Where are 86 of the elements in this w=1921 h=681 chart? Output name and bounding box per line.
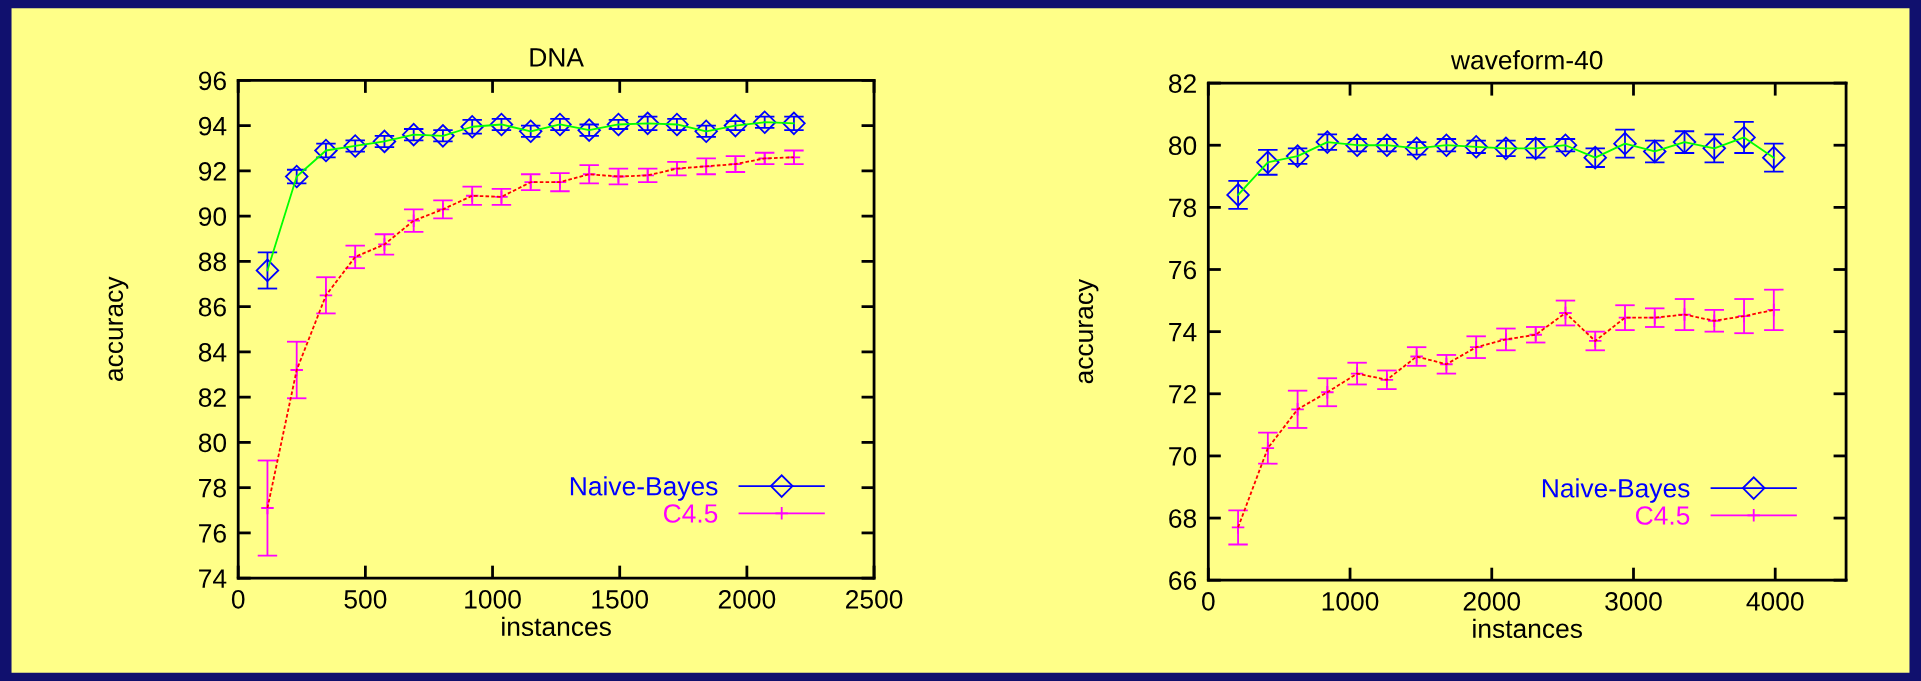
y-tick-label: 70 <box>1169 447 1197 466</box>
y-tick-label: 72 <box>1169 384 1196 404</box>
x-tick-label: 1000 <box>1322 592 1379 611</box>
x-tick-label: 0 <box>1202 592 1215 611</box>
point <box>1375 133 1399 157</box>
y-tick-label: 82 <box>198 388 226 407</box>
y-tick-label: 92 <box>198 162 226 181</box>
y-tick-label: 74 <box>199 569 227 588</box>
point <box>1469 340 1484 355</box>
legend-label: C4.5 <box>663 504 718 523</box>
point <box>1736 308 1752 324</box>
point <box>255 258 280 283</box>
point <box>1230 520 1246 535</box>
point <box>1320 385 1335 400</box>
x-tick-label: 0 <box>231 589 245 609</box>
x-tick-label: 1000 <box>465 589 521 609</box>
point <box>1558 305 1573 321</box>
point <box>548 112 572 137</box>
point <box>1345 133 1369 157</box>
x-tick-label: 2000 <box>718 589 776 609</box>
y-tick-label: 96 <box>198 71 226 91</box>
point <box>260 500 275 516</box>
point <box>431 124 455 148</box>
x-axis-title: instances <box>502 616 611 637</box>
point <box>577 118 601 142</box>
x-tick-label: 1500 <box>592 589 649 609</box>
x-tick-label: 500 <box>344 589 387 609</box>
line-series <box>1237 308 1775 529</box>
x-tick-label: 3000 <box>1605 592 1662 611</box>
point <box>1464 135 1488 159</box>
y-tick-label: 94 <box>198 116 227 136</box>
y-tick-label: 88 <box>198 252 226 272</box>
y-tick-label: 76 <box>199 524 226 543</box>
point <box>640 168 655 183</box>
y-tick-label: 76 <box>1169 260 1197 280</box>
point <box>1290 402 1305 417</box>
point <box>494 189 509 205</box>
legend-label: C4.5 <box>1635 506 1690 525</box>
y-tick-label: 66 <box>1169 571 1197 591</box>
point <box>665 112 689 137</box>
x-axis-title: instances <box>1473 618 1582 639</box>
point <box>1404 136 1429 161</box>
x-tick-label: 2500 <box>846 589 903 609</box>
point <box>1528 327 1543 342</box>
x-tick-label: 4000 <box>1746 592 1804 611</box>
x-tick-label: 2000 <box>1463 592 1521 611</box>
chart-title: DNA <box>530 48 584 67</box>
point <box>699 159 714 174</box>
point <box>289 362 304 378</box>
point <box>611 169 626 184</box>
y-tick-label: 90 <box>198 207 227 226</box>
y-axis-title: accuracy <box>1078 278 1099 384</box>
point <box>752 110 777 134</box>
legend-label: Naive-Bayes <box>1542 478 1690 503</box>
y-tick-label: 84 <box>198 343 227 362</box>
point <box>728 156 743 172</box>
point <box>1617 310 1633 325</box>
point <box>606 112 631 137</box>
y-tick-label: 68 <box>1169 509 1197 528</box>
y-tick-label: 86 <box>198 297 226 317</box>
point <box>1707 313 1722 328</box>
point <box>1349 366 1365 381</box>
point <box>348 249 363 265</box>
legend-label: Naive-Bayes <box>570 476 718 501</box>
point <box>723 113 748 138</box>
point <box>1553 133 1578 157</box>
y-tick-label: 82 <box>1168 74 1196 93</box>
point <box>372 129 397 154</box>
y-axis-title: accuracy <box>108 276 129 381</box>
y-tick-label: 80 <box>1168 136 1197 156</box>
y-tick-label: 78 <box>1169 198 1197 218</box>
y-tick-label: 74 <box>1169 323 1197 342</box>
point <box>406 213 421 228</box>
point <box>343 134 367 158</box>
point <box>1260 441 1275 456</box>
point <box>1434 133 1459 157</box>
y-tick-label: 78 <box>199 478 226 498</box>
point <box>489 112 514 137</box>
point <box>401 122 426 147</box>
point <box>1498 332 1514 347</box>
point <box>1766 302 1781 318</box>
y-tick-label: 80 <box>198 433 227 453</box>
point <box>518 119 543 143</box>
chart-title: waveform-40 <box>1450 50 1603 70</box>
point <box>694 119 718 143</box>
point <box>318 288 334 303</box>
